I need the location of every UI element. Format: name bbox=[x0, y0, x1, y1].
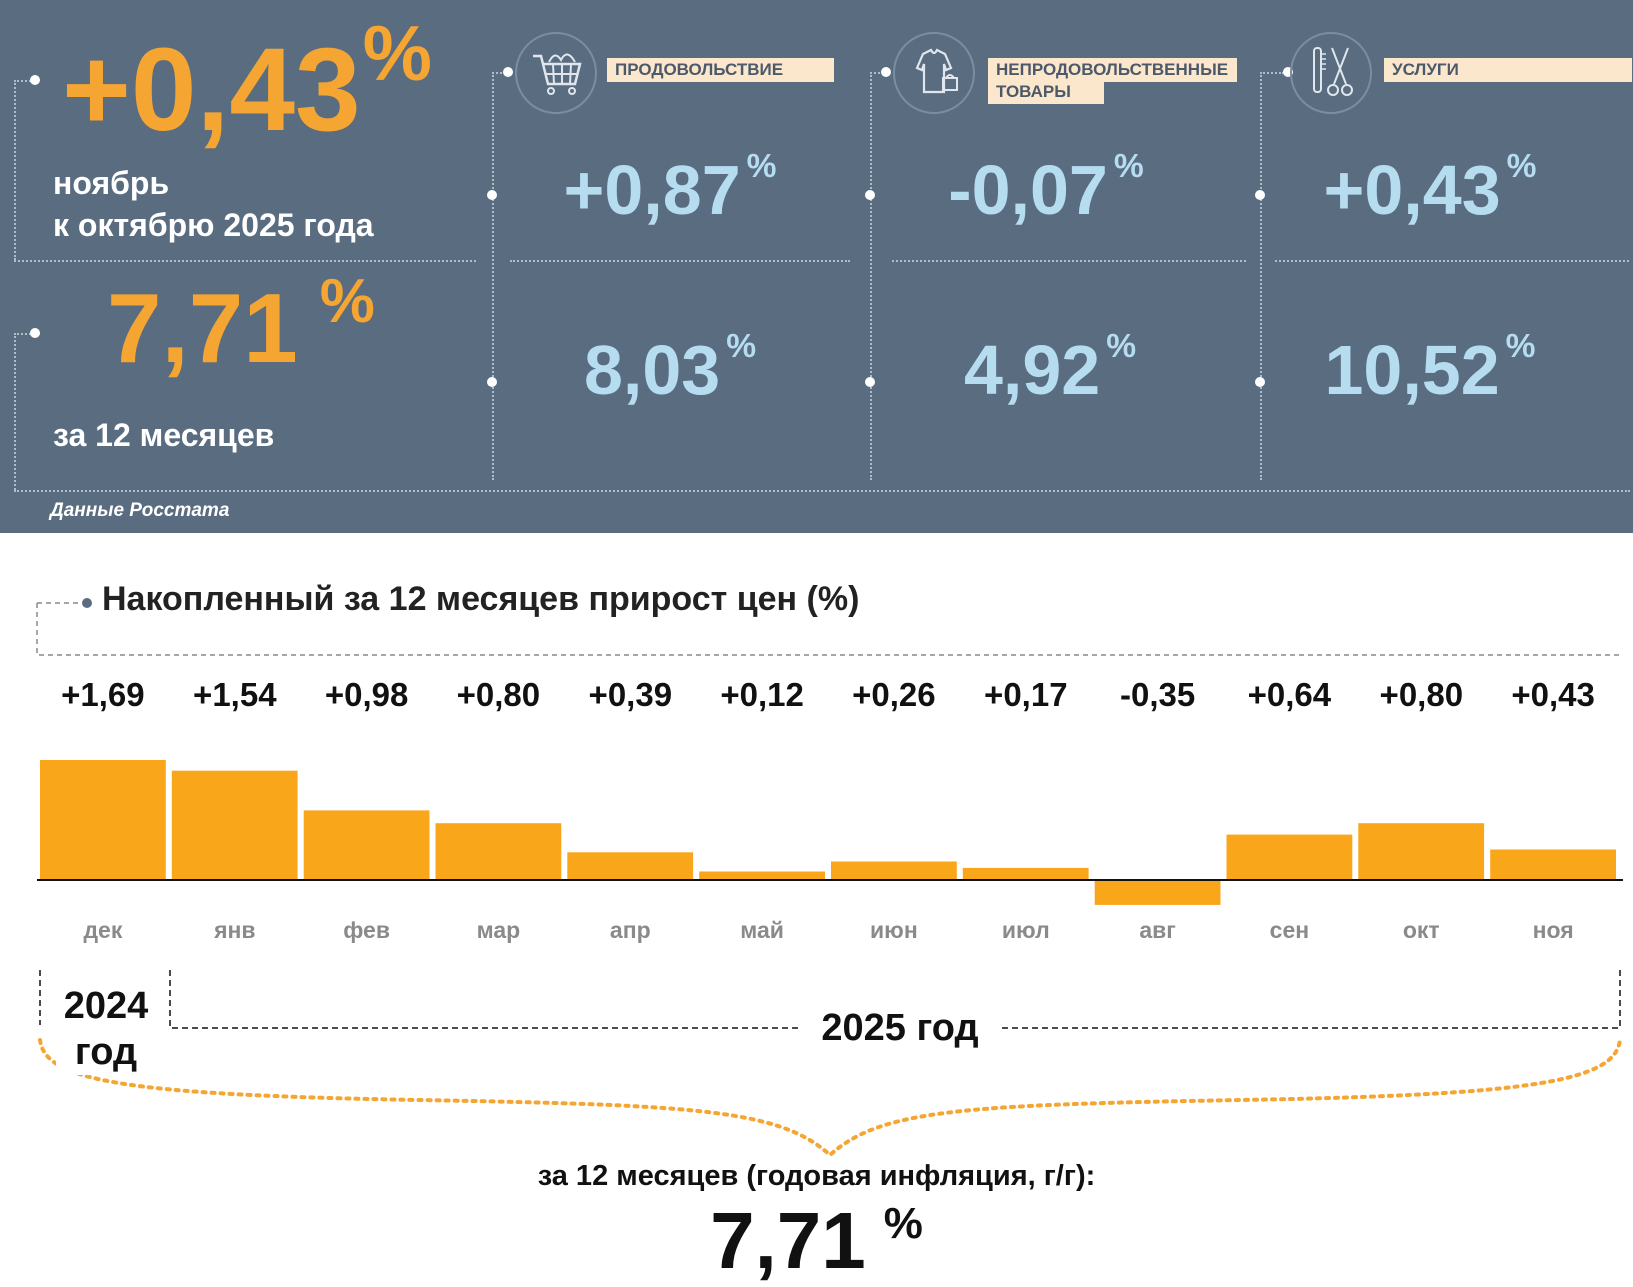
value-label-фев: +0,98 bbox=[325, 676, 409, 713]
category-label-nonfood: НЕПРОДОВОЛЬСТВЕННЫЕ bbox=[988, 58, 1237, 82]
frame-line bbox=[1260, 72, 1262, 480]
frame-line bbox=[492, 72, 506, 74]
year-2024-label: 2024 год bbox=[56, 983, 156, 1075]
bullet-dot bbox=[503, 67, 513, 77]
frame-line bbox=[14, 333, 16, 490]
value-label-июн: +0,26 bbox=[852, 676, 936, 713]
month-label-авг: авг bbox=[1139, 917, 1176, 943]
summary-panel: +0,43% ноябрь к октябрю 2025 года 7,71% … bbox=[0, 0, 1633, 533]
services-annual-value: 10,52% bbox=[1324, 328, 1536, 409]
bullet-dot bbox=[865, 377, 875, 387]
frame-line bbox=[14, 333, 34, 335]
value-label-сен: +0,64 bbox=[1248, 676, 1332, 713]
month-label-ноя: ноя bbox=[1533, 917, 1574, 943]
bullet-dot bbox=[865, 190, 875, 200]
annual-inflation-value: 7,71% bbox=[107, 267, 375, 383]
bar-сен bbox=[1226, 834, 1353, 880]
frame-line bbox=[14, 80, 34, 82]
bullet-dot bbox=[30, 328, 40, 338]
month-label-янв: янв bbox=[213, 917, 255, 943]
frame-line bbox=[510, 260, 850, 262]
frame-line bbox=[892, 260, 1246, 262]
bar-дек bbox=[40, 760, 166, 880]
annual-inflation-total: 7,71% bbox=[710, 1196, 923, 1285]
clothing-icon bbox=[893, 32, 975, 114]
frame-line bbox=[492, 72, 494, 480]
frame-line bbox=[14, 80, 16, 260]
chart-title: Накопленный за 12 месяцев прирост цен (%… bbox=[102, 580, 860, 618]
nonfood-annual-value: 4,92% bbox=[963, 328, 1137, 409]
bullet-dot bbox=[487, 377, 497, 387]
category-label-services: УСЛУГИ bbox=[1384, 58, 1632, 82]
month-label-дек: дек bbox=[83, 917, 122, 943]
bar-мар bbox=[435, 823, 562, 880]
title-bracket-line bbox=[36, 603, 1623, 656]
value-label-июл: +0,17 bbox=[984, 676, 1068, 713]
value-label-ноя: +0,43 bbox=[1511, 676, 1595, 713]
bar-июл bbox=[962, 867, 1089, 880]
bullet-dot bbox=[1283, 67, 1293, 77]
value-label-авг: -0,35 bbox=[1120, 676, 1195, 713]
month-label-апр: апр bbox=[610, 917, 651, 943]
month-label-фев: фев bbox=[343, 917, 390, 943]
frame-line bbox=[14, 490, 1630, 492]
month-label-май: май bbox=[740, 917, 784, 943]
bullet-dot bbox=[1255, 190, 1265, 200]
category-label-food: ПРОДОВОЛЬСТВИЕ bbox=[607, 58, 834, 82]
bar-июн bbox=[831, 861, 957, 880]
month-label-июн: июн bbox=[870, 917, 918, 943]
value-label-май: +0,12 bbox=[720, 676, 804, 713]
bar-апр bbox=[567, 852, 694, 880]
bar-авг bbox=[1094, 880, 1221, 905]
bullet-dot bbox=[1255, 377, 1265, 387]
bar-ноя bbox=[1490, 849, 1616, 880]
value-label-дек: +1,69 bbox=[61, 676, 145, 713]
food-monthly-value: +0,87% bbox=[563, 148, 777, 229]
shopping-cart-icon bbox=[515, 32, 597, 114]
value-label-янв: +1,54 bbox=[193, 676, 277, 713]
category-label-nonfood-line2: ТОВАРЫ bbox=[988, 80, 1104, 104]
month-label-июл: июл bbox=[1002, 917, 1050, 943]
title-bullet bbox=[82, 598, 92, 608]
value-label-мар: +0,80 bbox=[457, 676, 541, 713]
bar-окт bbox=[1358, 823, 1485, 880]
month-label-сен: сен bbox=[1270, 917, 1309, 943]
value-label-апр: +0,39 bbox=[589, 676, 673, 713]
bar-май bbox=[699, 871, 825, 880]
barber-tools-icon bbox=[1290, 32, 1372, 114]
year-bracket-line bbox=[169, 970, 1620, 1029]
annual-inflation-caption: за 12 месяцев (годовая инфляция, г/г): bbox=[537, 1160, 1096, 1192]
annual-label: за 12 месяцев bbox=[53, 417, 275, 453]
frame-line bbox=[870, 72, 884, 74]
bullet-dot bbox=[881, 67, 891, 77]
frame-line bbox=[14, 260, 476, 262]
bar-янв bbox=[171, 770, 298, 880]
monthly-label: ноябрь к октябрю 2025 года bbox=[53, 165, 374, 243]
month-label-мар: мар bbox=[477, 917, 521, 943]
annual-brace bbox=[38, 1038, 1622, 1158]
data-source: Данные Росстата bbox=[50, 500, 230, 521]
bullet-dot bbox=[487, 190, 497, 200]
frame-line bbox=[1260, 72, 1284, 74]
bullet-dot bbox=[30, 75, 40, 85]
year-2025-label: 2025 год bbox=[800, 1006, 1000, 1050]
monthly-inflation-value: +0,43% bbox=[62, 9, 432, 156]
frame-line bbox=[870, 72, 872, 480]
bar-фев bbox=[303, 810, 430, 880]
nonfood-monthly-value: -0,07% bbox=[948, 148, 1144, 229]
services-monthly-value: +0,43% bbox=[1323, 148, 1537, 229]
frame-line bbox=[1275, 260, 1629, 262]
food-annual-value: 8,03% bbox=[583, 328, 757, 409]
month-label-окт: окт bbox=[1403, 917, 1440, 943]
value-label-окт: +0,80 bbox=[1380, 676, 1464, 713]
